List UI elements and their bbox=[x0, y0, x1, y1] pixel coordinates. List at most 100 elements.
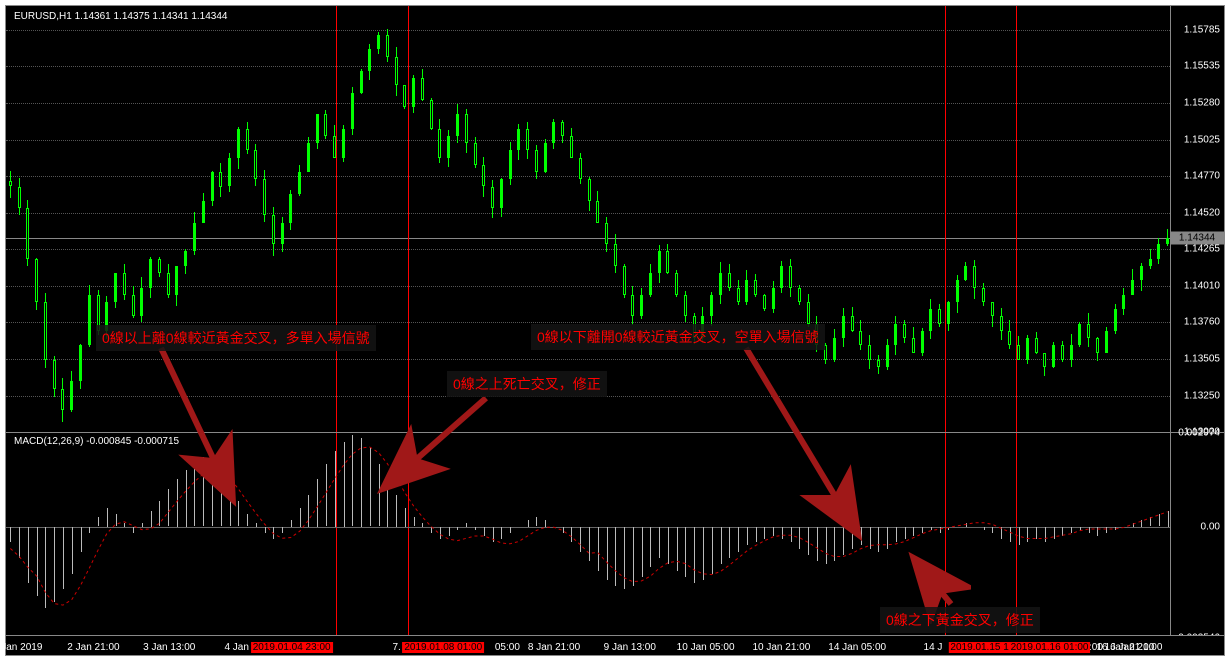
candle bbox=[982, 283, 985, 306]
candle bbox=[1017, 336, 1020, 360]
macd-bar bbox=[756, 527, 757, 543]
candle bbox=[403, 85, 406, 109]
macd-bar bbox=[931, 527, 932, 530]
price-plot-area[interactable] bbox=[6, 6, 1170, 432]
candle bbox=[26, 200, 29, 266]
macd-bar bbox=[317, 479, 318, 526]
candle bbox=[754, 274, 757, 298]
macd-bar bbox=[10, 527, 11, 543]
candle bbox=[456, 104, 459, 143]
candle bbox=[500, 178, 503, 217]
candle bbox=[1166, 229, 1169, 246]
price-tick: 1.14265 bbox=[1184, 244, 1220, 255]
macd-bar bbox=[422, 523, 423, 526]
candle bbox=[447, 130, 450, 167]
candle bbox=[684, 291, 687, 321]
candle bbox=[868, 335, 871, 369]
macd-bar bbox=[247, 514, 248, 527]
time-tick: 7. bbox=[392, 642, 400, 653]
candle bbox=[938, 304, 941, 326]
candle bbox=[631, 286, 634, 324]
vertical-marker bbox=[336, 433, 337, 637]
vertical-marker bbox=[408, 6, 409, 432]
macd-bar bbox=[966, 523, 967, 526]
macd-bar bbox=[685, 527, 686, 577]
symbol-title: EURUSD,H1 1.14361 1.14375 1.14341 1.1434… bbox=[14, 11, 228, 22]
macd-bar bbox=[747, 527, 748, 546]
candle bbox=[561, 120, 564, 144]
macd-bar bbox=[151, 511, 152, 527]
candle bbox=[509, 142, 512, 185]
candle bbox=[193, 212, 196, 255]
macd-bar bbox=[563, 527, 564, 533]
candle bbox=[517, 124, 520, 159]
time-tick: 2 Jan 21:00 bbox=[67, 642, 119, 653]
candle bbox=[149, 257, 152, 298]
time-tick: 9 Jan 13:00 bbox=[604, 642, 656, 653]
macd-bar bbox=[650, 527, 651, 568]
candle bbox=[316, 114, 319, 149]
candle bbox=[342, 125, 345, 162]
time-marker-red: 2019.01.04 23:00 bbox=[251, 642, 333, 653]
macd-bar bbox=[580, 527, 581, 552]
vertical-marker bbox=[945, 6, 946, 432]
candle bbox=[395, 47, 398, 96]
candle bbox=[552, 119, 555, 149]
candle bbox=[1061, 341, 1064, 362]
candle bbox=[421, 69, 424, 101]
candle bbox=[184, 249, 187, 273]
candle bbox=[745, 270, 748, 306]
macd-bar bbox=[528, 520, 529, 526]
macd-bar bbox=[501, 527, 502, 540]
price-tick: 1.15785 bbox=[1184, 24, 1220, 35]
candle bbox=[649, 264, 652, 298]
price-panel[interactable]: EURUSD,H1 1.14361 1.14375 1.14341 1.1434… bbox=[6, 6, 1224, 432]
macd-bar bbox=[633, 527, 634, 587]
candle bbox=[9, 171, 12, 197]
macd-bar bbox=[230, 489, 231, 527]
macd-bar bbox=[1150, 517, 1151, 526]
vertical-marker bbox=[1016, 6, 1017, 432]
macd-bar bbox=[940, 527, 941, 533]
macd-bar bbox=[177, 479, 178, 526]
candle bbox=[921, 328, 924, 357]
candle bbox=[368, 44, 371, 80]
candle bbox=[605, 217, 608, 252]
price-tick: 1.13250 bbox=[1184, 390, 1220, 401]
macd-bar bbox=[370, 448, 371, 527]
macd-bar bbox=[677, 527, 678, 571]
macd-bar bbox=[510, 527, 511, 533]
macd-panel[interactable]: MACD(12,26,9) -0.000845 -0.000715 0.0029… bbox=[6, 432, 1224, 637]
time-marker-red: 2019.01.15 1 bbox=[948, 642, 1010, 653]
candle bbox=[1078, 322, 1081, 348]
macd-bar bbox=[659, 527, 660, 558]
candle bbox=[710, 292, 713, 325]
candle bbox=[324, 110, 327, 139]
candle bbox=[219, 163, 222, 197]
candle bbox=[289, 190, 292, 230]
candle bbox=[1131, 269, 1134, 295]
candle bbox=[570, 128, 573, 159]
macd-bar bbox=[379, 464, 380, 527]
candle bbox=[798, 285, 801, 305]
macd-bar bbox=[861, 527, 862, 546]
candle bbox=[1122, 288, 1125, 315]
macd-bar bbox=[431, 527, 432, 533]
candle bbox=[298, 165, 301, 195]
price-tick: 1.15280 bbox=[1184, 97, 1220, 108]
macd-bar bbox=[361, 438, 362, 526]
candle bbox=[167, 264, 170, 298]
candle bbox=[246, 122, 249, 154]
current-price-tag: 1.14344 bbox=[1170, 231, 1224, 244]
macd-bar bbox=[992, 527, 993, 533]
macd-bar bbox=[186, 470, 187, 527]
candle bbox=[360, 69, 363, 94]
macd-bar bbox=[791, 527, 792, 543]
macd-bar bbox=[1168, 511, 1169, 527]
macd-bar bbox=[1010, 527, 1011, 543]
candle bbox=[465, 109, 468, 153]
candle bbox=[333, 125, 336, 158]
macd-bar bbox=[896, 527, 897, 543]
macd-bar bbox=[238, 501, 239, 526]
candle bbox=[377, 32, 380, 55]
